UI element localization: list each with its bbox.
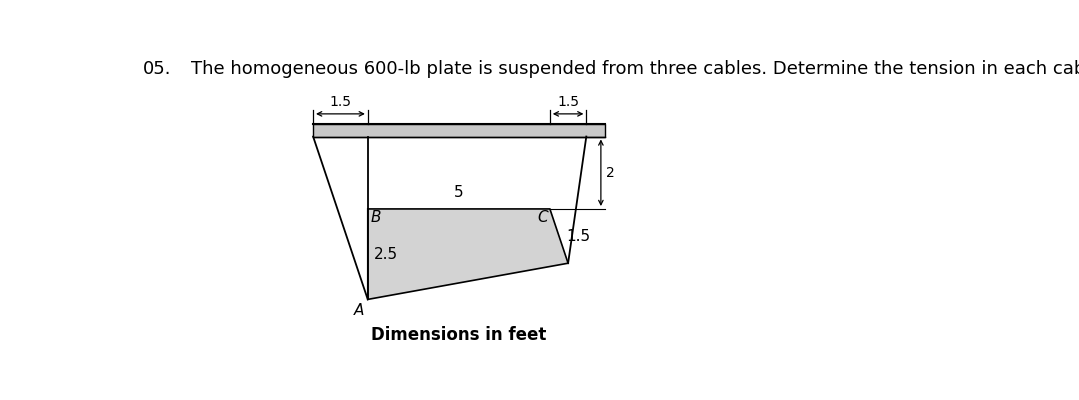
Text: 05.: 05. xyxy=(142,60,172,78)
Text: 1.5: 1.5 xyxy=(566,228,591,244)
Text: The homogeneous 600-lb plate is suspended from three cables. Determine the tensi: The homogeneous 600-lb plate is suspende… xyxy=(191,60,1079,78)
Polygon shape xyxy=(368,209,569,300)
Text: 2.5: 2.5 xyxy=(374,247,398,262)
Text: B: B xyxy=(371,210,381,226)
Text: 1.5: 1.5 xyxy=(557,95,579,109)
Text: 1.5: 1.5 xyxy=(329,95,352,109)
Text: A: A xyxy=(354,303,364,318)
Text: Dimensions in feet: Dimensions in feet xyxy=(371,326,546,344)
Bar xyxy=(313,124,604,136)
Text: 5: 5 xyxy=(454,185,464,200)
Text: C: C xyxy=(537,210,548,226)
Text: 2: 2 xyxy=(605,166,614,180)
